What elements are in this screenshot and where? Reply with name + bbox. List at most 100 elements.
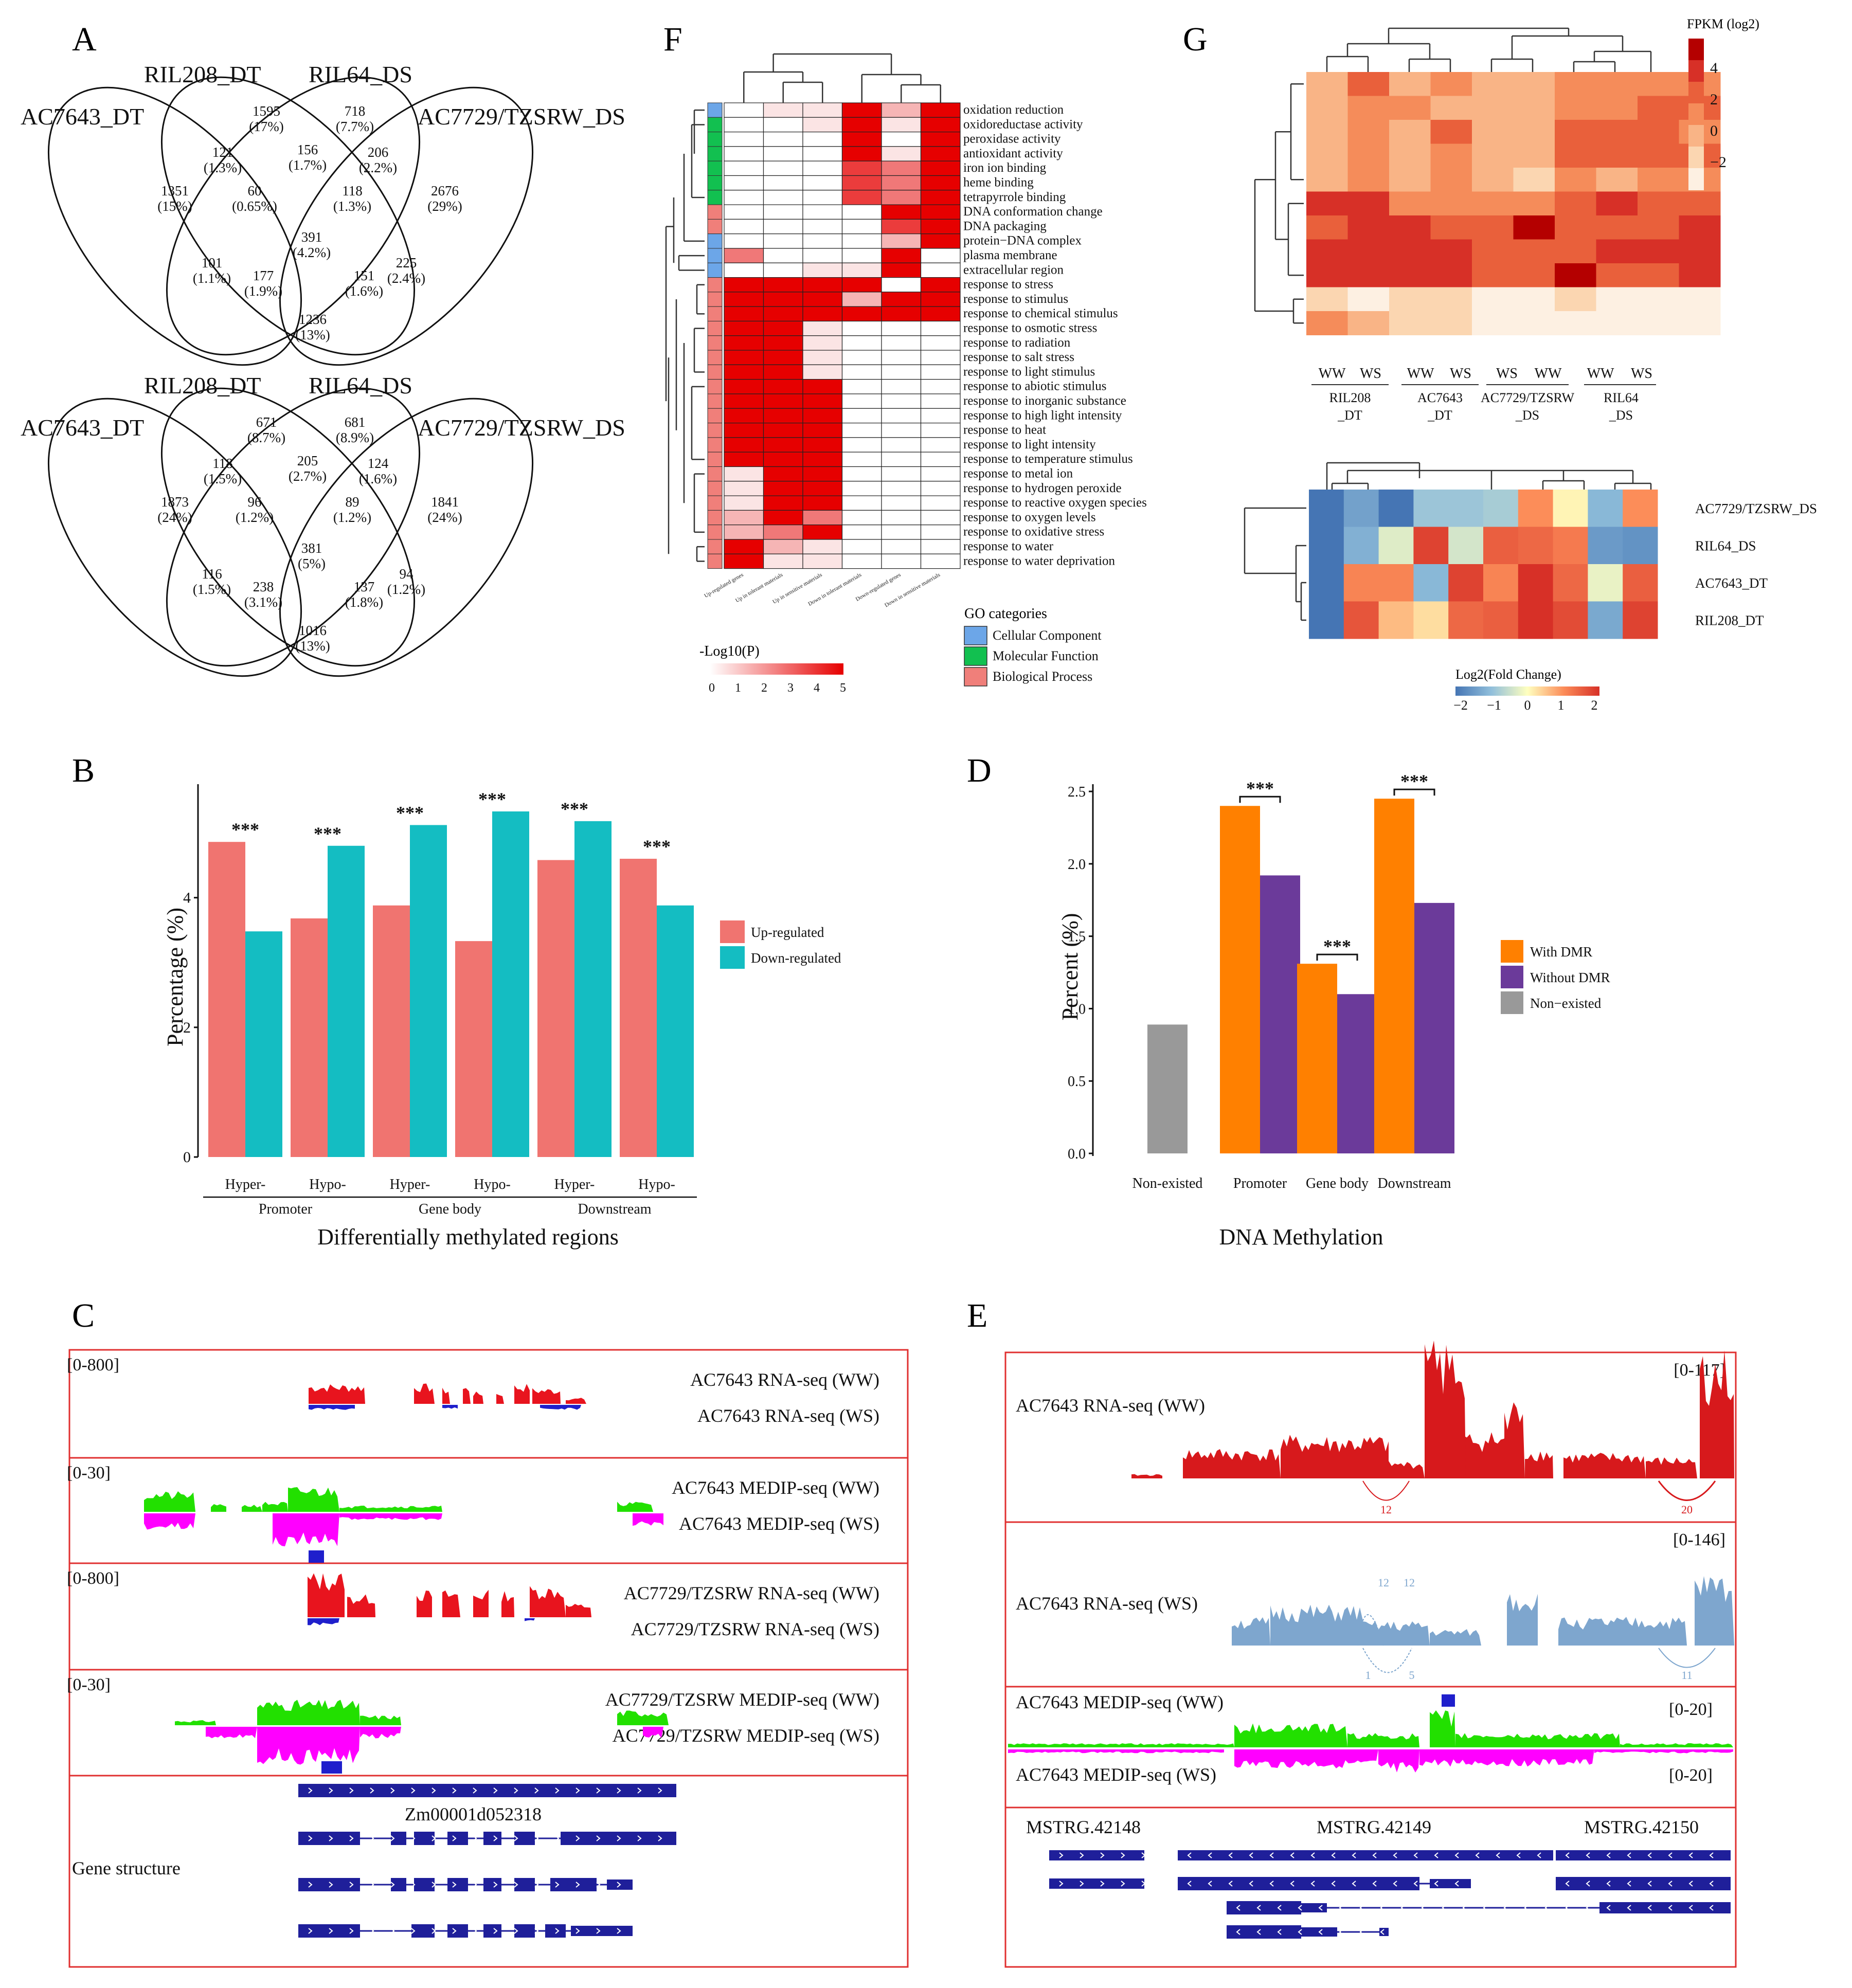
fpkm-heatmap-cell — [1472, 287, 1514, 312]
fpkm-column-label: WW — [1535, 366, 1562, 382]
transcript-strand-arrow — [1359, 1905, 1364, 1911]
heatmap-cell — [802, 495, 843, 511]
heatmap-cell — [724, 437, 764, 453]
heatmap-cell — [763, 553, 803, 569]
heatmap-column-label: Up-regulated genes — [703, 572, 744, 599]
heatmap-cell — [841, 393, 882, 409]
fpkm-group-label: _DS — [1515, 408, 1539, 423]
heatmap-cell — [841, 132, 882, 147]
heatmap-cell — [724, 408, 764, 424]
heatmap-cell — [881, 350, 922, 365]
go-category-cell — [707, 350, 723, 365]
transcript-strand-arrow — [514, 1835, 518, 1841]
legend-label: Non−existed — [1530, 996, 1602, 1011]
transcript-strand-arrow — [555, 1882, 560, 1888]
significance-marker: *** — [396, 802, 424, 823]
fold-change-row-label: RIL208_DT — [1695, 613, 1764, 628]
heatmap-cell — [802, 292, 843, 307]
heatmap-cell — [802, 204, 843, 220]
fpkm-scale-tick: 0 — [1710, 122, 1718, 139]
medip-ww-coverage — [1234, 1723, 1347, 1747]
venn-region-percent: (1.6%) — [345, 283, 383, 299]
transcript-strand-arrow — [1339, 1929, 1343, 1935]
fpkm-heatmap-cell — [1389, 263, 1431, 287]
transcript-exon — [1599, 1902, 1731, 1913]
heatmap-cell — [802, 481, 843, 496]
venn-region-count: 124 — [368, 456, 389, 471]
transcript-strand-arrow — [1380, 1929, 1384, 1935]
heatmap-cell — [920, 132, 961, 147]
gene-span-strand-arrow — [514, 1787, 518, 1794]
gene-span-strand-arrow — [1606, 1852, 1611, 1858]
track-label-ww: AC7643 RNA-seq (WW) — [690, 1369, 879, 1390]
heatmap-cell — [724, 175, 764, 191]
heatmap-cell — [763, 466, 803, 482]
transcript-strand-arrow — [349, 1835, 354, 1841]
y-tick-label: 1.0 — [1068, 1001, 1086, 1017]
rna-ww-coverage — [417, 1591, 432, 1617]
heatmap-cell — [881, 306, 922, 322]
venn-region-count: 238 — [253, 579, 274, 594]
y-tick-label: 0.5 — [1068, 1074, 1086, 1090]
fpkm-heatmap-cell — [1679, 287, 1721, 312]
venn-region-count: 137 — [354, 579, 375, 594]
fpkm-heatmap-cell — [1638, 191, 1679, 216]
transcript-strand-arrow — [473, 1835, 477, 1841]
transcript-strand-arrow — [637, 1835, 642, 1841]
venn-set-label: AC7729/TZSRW_DS — [418, 103, 625, 130]
fold-change-cell — [1309, 527, 1344, 565]
heatmap-cell — [763, 510, 803, 526]
transcript-exon — [483, 1832, 501, 1845]
heatmap-cell — [724, 393, 764, 409]
heatmap-cell — [841, 466, 882, 482]
transcript-strand-arrow — [1544, 1905, 1549, 1911]
transcript-strand-arrow — [1668, 1881, 1673, 1887]
transcript-strand-arrow — [534, 1882, 539, 1888]
heatmap-cell — [802, 102, 843, 118]
fpkm-heatmap-cell — [1596, 263, 1638, 287]
heatmap-cell — [724, 379, 764, 394]
heatmap-cell — [802, 160, 843, 176]
medip-ww-coverage — [211, 1504, 226, 1512]
venn-region-count: 1841 — [431, 494, 459, 510]
gene-span-strand-arrow — [411, 1787, 416, 1794]
heatmap-cell — [724, 466, 764, 482]
fold-change-cell — [1518, 564, 1554, 602]
fpkm-column-label: WS — [1450, 366, 1471, 382]
fold-change-cell — [1518, 490, 1554, 527]
go-category-cell — [707, 102, 723, 118]
transcript-strand-arrow — [411, 1928, 416, 1934]
gene-span-strand-arrow — [431, 1787, 436, 1794]
heatmap-cell — [802, 277, 843, 293]
fpkm-heatmap-cell — [1430, 215, 1472, 240]
fpkm-group-label: RIL208 — [1329, 390, 1371, 405]
x-axis-title: Differentially methylated regions — [317, 1224, 619, 1250]
fold-change-cell — [1448, 564, 1484, 602]
transcript-strand-arrow — [1709, 1881, 1714, 1887]
go-term-label: response to radiation — [963, 336, 1071, 350]
heatmap-cell — [763, 525, 803, 540]
fpkm-heatmap-cell — [1555, 120, 1596, 144]
go-category-cell — [707, 132, 723, 147]
venn-set-label: AC7643_DT — [21, 103, 144, 130]
medip-ww-coverage — [242, 1505, 262, 1512]
heatmap-cell — [763, 233, 803, 249]
rna-ww-coverage — [501, 1591, 514, 1617]
heatmap-cell — [881, 539, 922, 554]
go-term-label: response to water deprivation — [963, 554, 1116, 568]
legend-label: With DMR — [1530, 944, 1592, 960]
x-category-label: Downstream — [1377, 1176, 1451, 1191]
gene-name-label: MSTRG.42148 — [1026, 1817, 1141, 1837]
go-term-label: response to metal ion — [963, 467, 1073, 481]
bar-with-dmr — [1297, 964, 1337, 1153]
row-dendrogram — [665, 109, 705, 562]
heatmap-cell — [841, 248, 882, 263]
venn-ellipse-1 — [47, 397, 302, 677]
heatmap-cell — [763, 408, 803, 424]
heatmap-cell — [763, 451, 803, 467]
fpkm-group-label: _DT — [1427, 408, 1452, 423]
venn-region-count: 177 — [253, 268, 274, 283]
splice-junction-arc — [1658, 1648, 1716, 1668]
